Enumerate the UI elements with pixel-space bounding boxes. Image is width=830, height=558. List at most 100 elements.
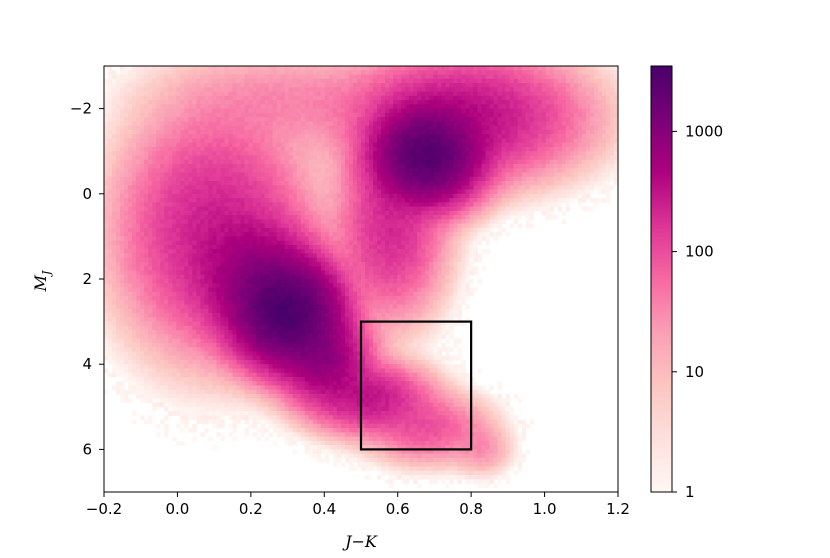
heatmap-cell [236,146,241,152]
heatmap-cell [232,100,237,105]
heatmap-cell [212,176,217,182]
heatmap-cell [385,83,390,88]
heatmap-cell [328,87,334,92]
heatmap-cell [469,210,474,216]
heatmap-cell [581,198,587,203]
heatmap-cell [513,176,519,182]
heatmap-cell [421,78,426,84]
heatmap-cell [176,232,181,237]
heatmap-cell [220,125,225,131]
heatmap-cell [296,232,302,237]
heatmap-cell [328,219,334,225]
heatmap-cell [348,215,354,220]
heatmap-cell [284,155,290,161]
heatmap-cell [196,219,201,225]
heatmap-cell [304,121,310,127]
heatmap-cell [244,202,249,207]
heatmap-cell [501,185,506,190]
heatmap-cell [212,198,217,203]
heatmap-cell [348,112,354,118]
heatmap-cell [208,223,213,229]
heatmap-cell [377,219,382,225]
heatmap-cell [473,108,478,114]
heatmap-cell [276,236,282,242]
heatmap-cell [401,78,406,84]
heatmap-cell [232,223,237,229]
heatmap-cell [152,138,157,144]
heatmap-cell [184,112,189,118]
heatmap-cell [296,206,302,212]
heatmap-cell [473,78,478,84]
heatmap-cell [144,74,149,80]
heatmap-cell [369,163,374,169]
heatmap-cell [128,163,133,169]
heatmap-cell [244,87,249,92]
heatmap-cell [332,117,338,122]
heatmap-cell [164,129,169,135]
heatmap-cell [609,168,615,173]
heatmap-cell [553,117,559,122]
heatmap-cell [180,163,185,169]
heatmap-cell [204,78,209,84]
heatmap-cell [200,100,205,105]
heatmap-cell [172,185,177,190]
heatmap-cell [248,100,253,105]
heatmap-cell [116,117,121,122]
heatmap-cell [429,117,434,122]
heatmap-cell [453,100,458,105]
heatmap-cell [120,95,125,101]
heatmap-cell [473,198,478,203]
heatmap-cell [164,215,169,220]
heatmap-cell [280,163,286,169]
heatmap-cell [469,189,474,195]
heatmap-cell [160,151,165,156]
heatmap-cell [445,151,450,156]
heatmap-cell [104,108,109,114]
heatmap-cell [136,206,141,212]
heatmap-cell [381,125,386,131]
heatmap-cell [184,83,189,88]
heatmap-cell [565,159,571,165]
heatmap-cell [308,202,314,207]
heatmap-cell [361,83,366,88]
heatmap-cell [284,70,290,75]
heatmap-cell [481,168,486,173]
heatmap-cell [529,151,535,156]
heatmap-cell [437,146,442,152]
heatmap-cell [144,198,149,203]
heatmap-cell [128,83,133,88]
heatmap-cell [188,108,193,114]
heatmap-cell [312,168,318,173]
heatmap-cell [140,117,145,122]
heatmap-cell [529,168,535,173]
heatmap-cell [196,95,201,101]
heatmap-cell [208,198,213,203]
heatmap-cell [196,121,201,127]
heatmap-cell [268,168,274,173]
heatmap-cell [597,104,603,109]
heatmap-cell [220,202,225,207]
heatmap-cell [296,215,302,220]
heatmap-cell [256,210,262,216]
heatmap-cell [605,146,611,152]
heatmap-cell [457,206,462,212]
heatmap-cell [509,138,514,144]
heatmap-cell [401,87,406,92]
heatmap-cell [236,112,241,118]
heatmap-cell [429,87,434,92]
heatmap-cell [505,66,510,71]
heatmap-cell [308,206,314,212]
heatmap-cell [369,117,374,122]
heatmap-cell [116,78,121,84]
heatmap-cell [340,74,346,80]
heatmap-cell [164,223,169,229]
heatmap-cell [320,198,326,203]
heatmap-cell [304,125,310,131]
heatmap-cell [164,181,169,186]
heatmap-cell [148,95,153,101]
heatmap-cell [393,112,398,118]
heatmap-cell [104,151,109,156]
heatmap-cell [248,206,253,212]
heatmap-cell [284,172,290,178]
heatmap-cell [609,155,615,161]
